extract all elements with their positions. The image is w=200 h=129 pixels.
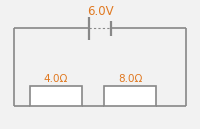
Text: 6.0V: 6.0V [87,5,113,18]
Bar [30,86,82,106]
Text: 4.0Ω: 4.0Ω [44,74,68,84]
Bar [104,86,156,106]
Text: 8.0Ω: 8.0Ω [118,74,142,84]
